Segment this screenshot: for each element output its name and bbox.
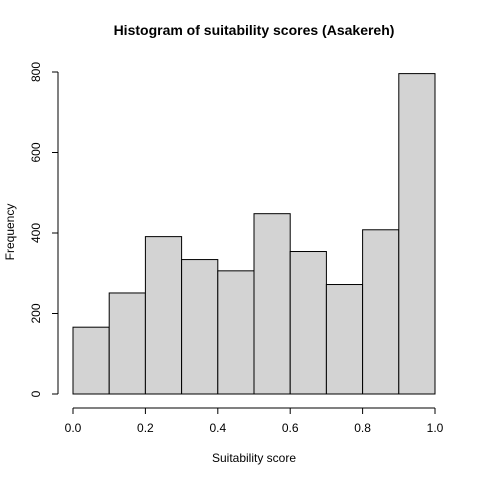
histogram-bar-8: [362, 229, 400, 395]
histogram-bar-1: [108, 292, 146, 395]
y-tick-label: 200: [29, 303, 43, 323]
histogram-bar-6: [289, 251, 327, 395]
x-axis-label: Suitability score: [212, 451, 296, 465]
x-tick-label: 0.6: [282, 421, 299, 435]
y-tick-label: 0: [29, 390, 43, 397]
x-tick-label: 0.8: [354, 421, 371, 435]
histogram-bar-5: [253, 213, 291, 395]
histogram-bar-4: [217, 270, 255, 395]
bars-group: [72, 73, 436, 395]
y-tick-label: 600: [29, 142, 43, 162]
x-axis: 0.0 0.2 0.4 0.6 0.8 1.0: [65, 407, 444, 435]
histogram-bar-9: [398, 73, 436, 395]
histogram-bar-7: [325, 284, 364, 395]
x-tick-label: 0.0: [65, 421, 82, 435]
histogram-bar-2: [144, 236, 183, 395]
x-tick-label: 0.2: [137, 421, 154, 435]
x-tick-label: 0.4: [209, 421, 226, 435]
histogram-bar-3: [181, 259, 219, 395]
y-tick-label: 800: [29, 62, 43, 82]
y-axis-label: Frequency: [3, 204, 17, 261]
chart-title: Histogram of suitability scores (Asakere…: [114, 22, 395, 38]
x-tick-label: 1.0: [427, 421, 444, 435]
y-axis: 0 200 400 600 800: [29, 62, 59, 397]
y-tick-label: 400: [29, 223, 43, 243]
histogram-bar-0: [72, 326, 110, 395]
